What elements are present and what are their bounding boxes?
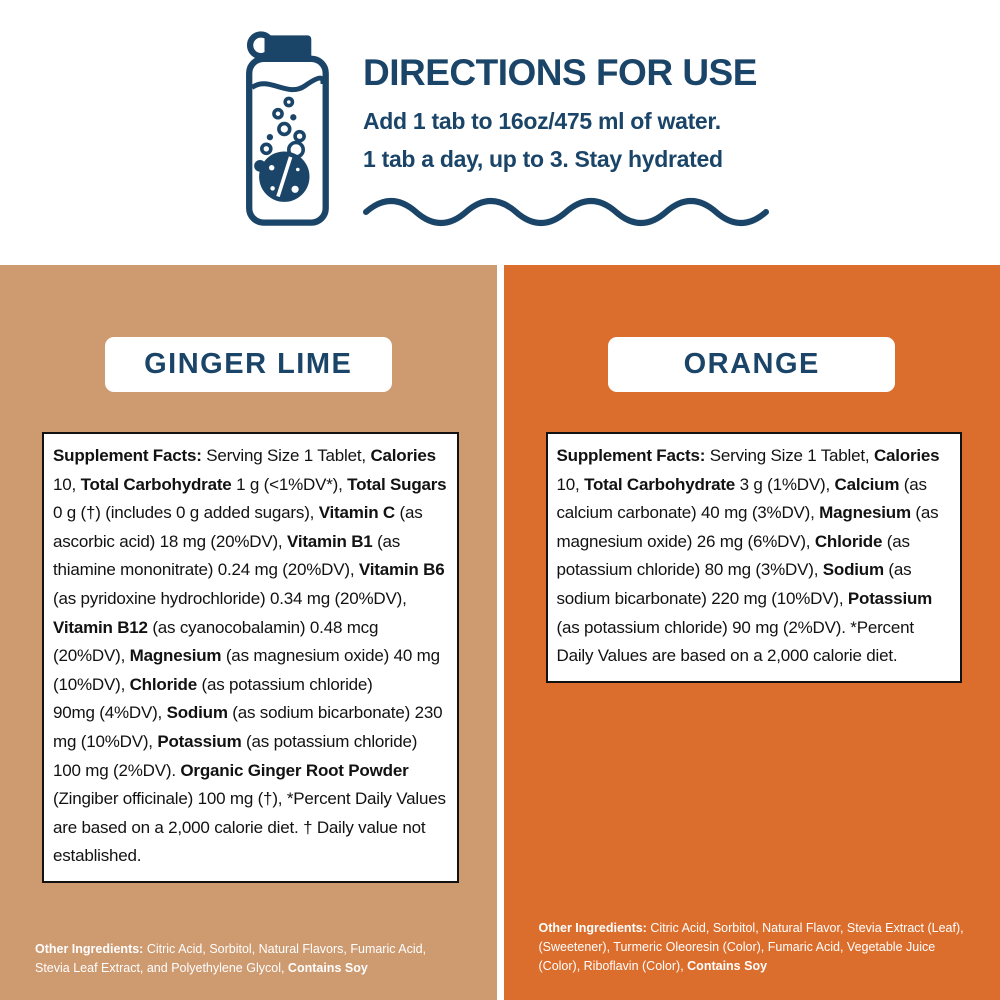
flavor-chip-ginger-lime: GINGER LIME xyxy=(104,337,392,392)
flavor-panel-orange: ORANGE Supplement Facts: Serving Size 1 … xyxy=(503,265,1000,1000)
flavor-panel-ginger-lime: GINGER LIME Supplement Facts: Serving Si… xyxy=(0,265,497,1000)
flavor-name-orange: ORANGE xyxy=(683,348,820,380)
directions-section: DIRECTIONS FOR USE Add 1 tab to 16oz/475… xyxy=(0,0,1000,265)
flavor-name-ginger-lime: GINGER LIME xyxy=(144,348,353,380)
supplement-facts-text-ginger-lime: Supplement Facts: Serving Size 1 Tablet,… xyxy=(53,446,447,866)
supplement-facts-box-ginger-lime: Supplement Facts: Serving Size 1 Tablet,… xyxy=(42,432,459,883)
supplement-facts-box-orange: Supplement Facts: Serving Size 1 Tablet,… xyxy=(545,432,962,683)
bottle-with-dissolving-tablet-icon xyxy=(246,31,329,226)
directions-title: DIRECTIONS FOR USE xyxy=(363,52,757,93)
directions-text-block: DIRECTIONS FOR USE Add 1 tab to 16oz/475… xyxy=(363,52,783,173)
other-ingredients-orange: Other Ingredients: Citric Acid, Sorbitol… xyxy=(538,921,964,973)
wave-divider-icon xyxy=(363,198,769,226)
flavor-panels: GINGER LIME Supplement Facts: Serving Si… xyxy=(0,265,1000,1000)
supplement-facts-text-orange: Supplement Facts: Serving Size 1 Tablet,… xyxy=(556,446,940,666)
flavor-chip-orange: ORANGE xyxy=(608,337,896,392)
directions-line-1: Add 1 tab to 16oz/475 ml of water. xyxy=(363,108,721,134)
other-ingredients-ginger-lime: Other Ingredients: Citric Acid, Sorbitol… xyxy=(35,942,427,975)
directions-line-2: 1 tab a day, up to 3. Stay hydrated xyxy=(363,146,723,172)
